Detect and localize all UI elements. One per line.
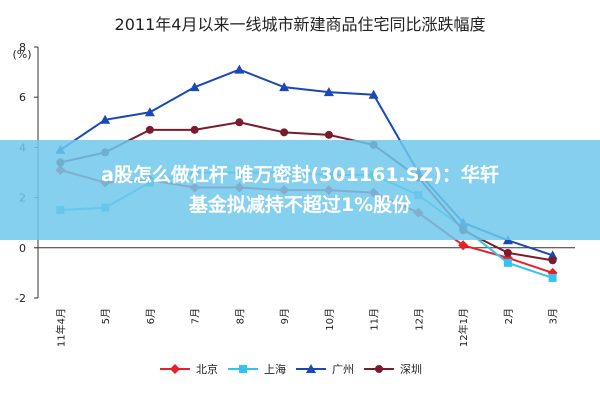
y-tick-label: 8 — [19, 41, 26, 54]
marker — [547, 250, 558, 260]
x-tick-label: 5月 — [100, 308, 112, 324]
marker — [190, 125, 199, 134]
legend-label: 上海 — [264, 362, 286, 376]
marker — [323, 87, 334, 97]
marker — [239, 365, 247, 373]
marker — [503, 248, 512, 257]
marker — [189, 82, 200, 92]
x-tick-label: 9月 — [279, 308, 291, 324]
marker — [170, 364, 180, 374]
marker — [368, 89, 379, 99]
marker — [503, 258, 512, 267]
marker — [548, 256, 557, 265]
x-tick-label: 6月 — [145, 308, 157, 324]
legend-label: 深圳 — [400, 363, 422, 376]
marker — [144, 107, 155, 117]
x-tick-label: 10月 — [324, 308, 336, 331]
legend-label: 北京 — [196, 362, 218, 376]
marker — [235, 118, 244, 127]
x-tick-label: 11年4月 — [54, 308, 67, 347]
x-tick-label: 7月 — [190, 308, 202, 324]
y-axis-label: (%) — [12, 48, 31, 61]
marker — [145, 125, 154, 134]
y-tick-label: -2 — [15, 292, 26, 305]
overlay-banner: a股怎么做杠杆 唯万密封(301161.SZ)：华轩 基金拟减持不超过1%股份 — [0, 140, 600, 240]
marker — [100, 114, 111, 124]
chart-title: 2011年4月以来一线城市新建商品住宅同比涨跌幅度 — [115, 15, 486, 34]
x-tick-label: 8月 — [234, 308, 246, 324]
x-tick-label: 2月 — [503, 308, 515, 324]
legend-label: 广州 — [332, 363, 354, 376]
overlay-line: 基金拟减持不超过1%股份 — [188, 194, 412, 216]
marker — [458, 240, 469, 251]
overlay-line: a股怎么做杠杆 唯万密封(301161.SZ)：华轩 — [101, 164, 499, 186]
y-tick-label: 0 — [19, 242, 26, 255]
marker — [234, 64, 245, 74]
marker — [306, 364, 316, 373]
y-tick-label: 6 — [19, 91, 26, 104]
x-tick-label: 3月 — [548, 308, 560, 324]
marker — [279, 82, 290, 92]
marker — [280, 128, 289, 137]
x-tick-label: 11月 — [369, 308, 381, 331]
marker — [548, 273, 557, 282]
x-tick-label: 12月 — [413, 308, 425, 331]
marker — [324, 130, 333, 139]
x-tick-label: 12年1月 — [457, 308, 470, 347]
marker — [375, 365, 383, 373]
